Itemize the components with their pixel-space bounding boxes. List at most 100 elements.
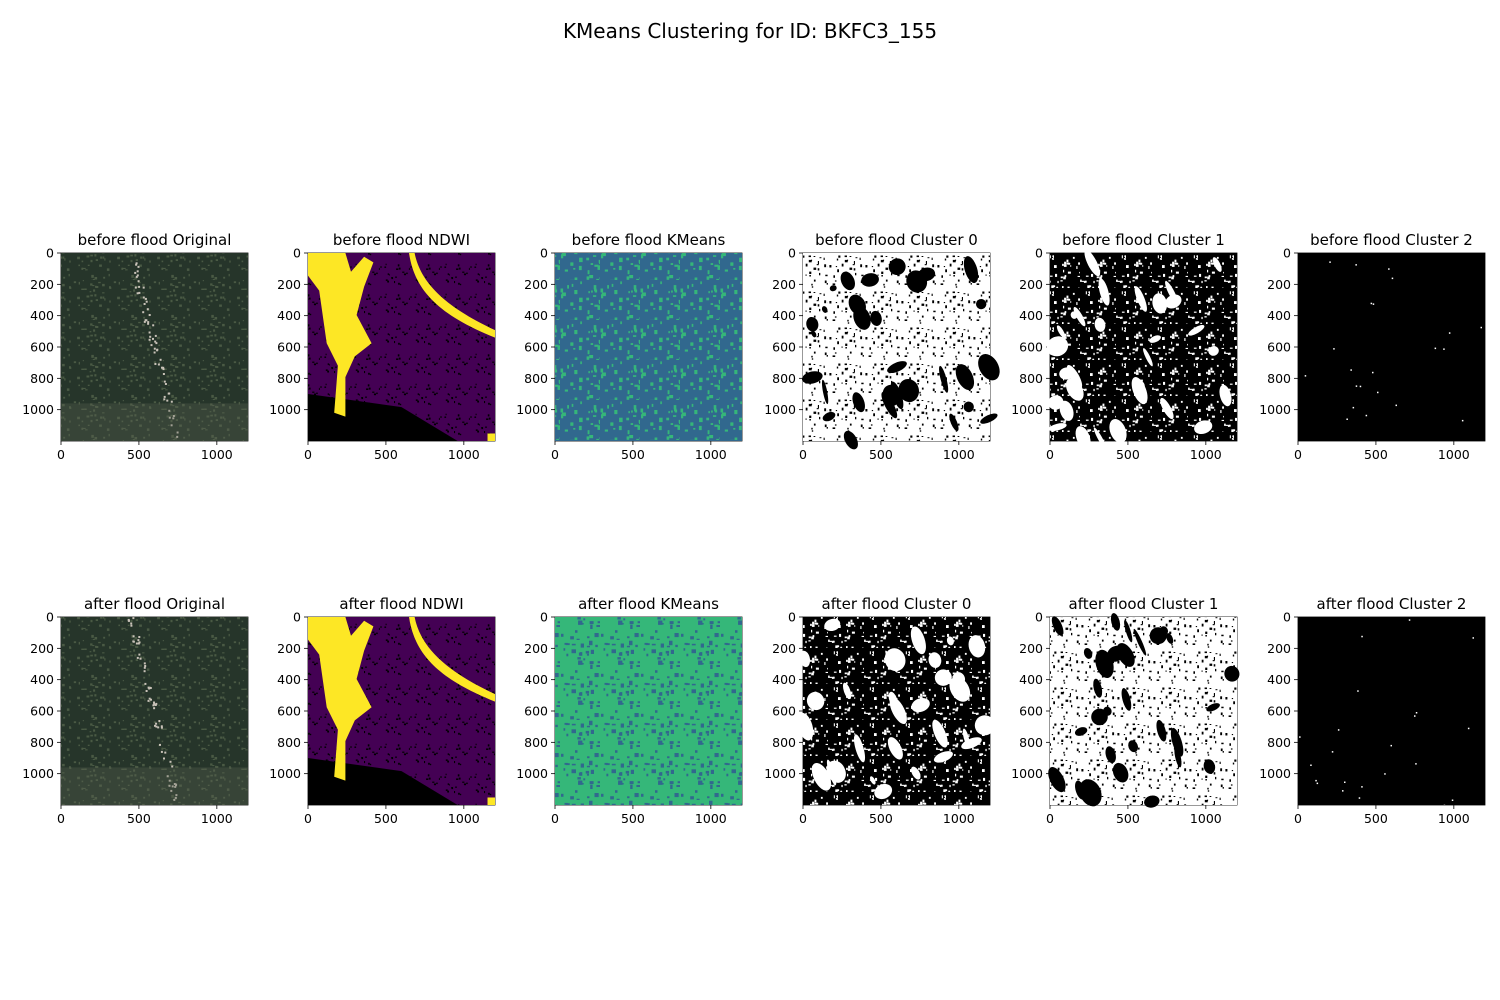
texture-blob [946,636,954,646]
panel-image [555,253,742,441]
x-tick-label: 500 [374,447,398,462]
urban-pixel [143,670,146,673]
texture-blob [861,273,879,287]
panel-image [61,617,248,805]
x-tick-label: 0 [1046,447,1054,462]
subplot-title: after flood KMeans [578,595,719,613]
urban-pixel [170,400,173,403]
subplot-title: before flood KMeans [572,231,726,249]
texture-blob [1073,306,1086,327]
cluster-pixel [1315,779,1317,782]
texture-blob [1121,688,1132,711]
urban-pixel [169,760,172,763]
texture-blob [888,258,906,276]
cluster-pixel [1377,391,1379,394]
cluster-pixel [1365,414,1368,417]
urban-pixel [143,320,146,323]
cluster-mask [1050,253,1237,441]
cluster-pixel [1372,303,1375,305]
texture-blob [1128,740,1139,753]
ndwi-water [409,253,495,338]
texture-blob [1094,317,1106,332]
satellite-image [61,253,248,441]
urban-pixel [153,703,156,706]
urban-pixel [132,617,135,620]
texture-blob [1212,257,1222,272]
cluster-pixel [1480,326,1482,329]
y-tick-label: 400 [524,308,548,323]
subplot-title: after flood Cluster 2 [1317,595,1467,613]
urban-pixel [135,642,138,645]
y-tick-label: 1000 [764,766,796,781]
texture-blob [1152,293,1168,314]
cluster-pixel [1391,277,1394,280]
x-tick-label: 500 [1364,447,1388,462]
y-tick-label: 600 [524,340,548,355]
y-tick-label: 400 [772,308,796,323]
texture-blob [1048,395,1064,410]
figure-title: KMeans Clustering for ID: BKFC3_155 [563,19,937,43]
urban-pixel [172,415,175,417]
urban-pixel [152,324,155,327]
urban-pixel [142,296,145,299]
cluster-pixel [1415,712,1418,714]
y-tick-label: 200 [524,277,548,292]
cluster-pixel [1333,348,1335,350]
texture-blob [806,316,819,332]
urban-area [61,767,248,805]
x-tick-label: 500 [1116,447,1140,462]
texture-blob [1107,645,1125,662]
cluster-mask [803,253,990,441]
texture-blob [1070,311,1078,319]
x-tick-label: 0 [304,811,312,826]
texture-blob [870,310,882,326]
texture-blob [806,691,825,711]
texture-blob [933,751,953,763]
urban-pixel [153,707,156,710]
texture-blob [974,715,995,736]
x-tick-label: 1000 [695,811,727,826]
texture-blob [887,361,907,374]
texture-blob [1219,384,1232,407]
y-tick-label: 800 [1267,371,1291,386]
cluster-pixel [1358,797,1361,799]
y-tick-label: 400 [1267,308,1291,323]
urban-pixel [166,775,169,778]
urban-pixel [150,698,152,701]
urban-pixel [170,789,173,792]
texture-blob [822,411,836,422]
urban-pixel [167,392,170,395]
texture-blob [1174,745,1182,768]
urban-pixel [137,642,140,645]
texture-blob [1208,346,1219,356]
texture-blob [1166,633,1174,644]
texture-blob [934,669,952,686]
urban-pixel [160,726,163,729]
texture-blob [797,712,814,741]
y-tick-label: 400 [30,308,54,323]
panel-image [1298,253,1485,441]
urban-pixel [142,311,145,314]
texture-blob [1059,367,1074,380]
cluster-pixel [1304,375,1307,377]
x-tick-label: 0 [57,447,65,462]
subplot: after flood KMeans 0 500 1000 0 200 400 600 800 1… [516,595,743,826]
y-tick-label: 0 [1035,246,1043,261]
urban-pixel [171,765,174,768]
cluster-pixel [1370,302,1373,305]
texture-blob [963,256,979,284]
y-tick-label: 600 [772,704,796,719]
urban-pixel [144,682,147,685]
x-tick-label: 1000 [448,811,480,826]
y-tick-label: 200 [524,641,548,656]
texture-blob [842,682,852,700]
texture-blob [939,365,949,393]
texture-blob [887,737,903,760]
texture-blob [1075,426,1091,450]
y-tick-label: 600 [772,340,796,355]
texture-blob [821,379,829,405]
texture-blob [882,384,900,407]
y-tick-label: 400 [277,672,301,687]
urban-pixel [162,366,165,369]
texture-blob [821,306,828,313]
